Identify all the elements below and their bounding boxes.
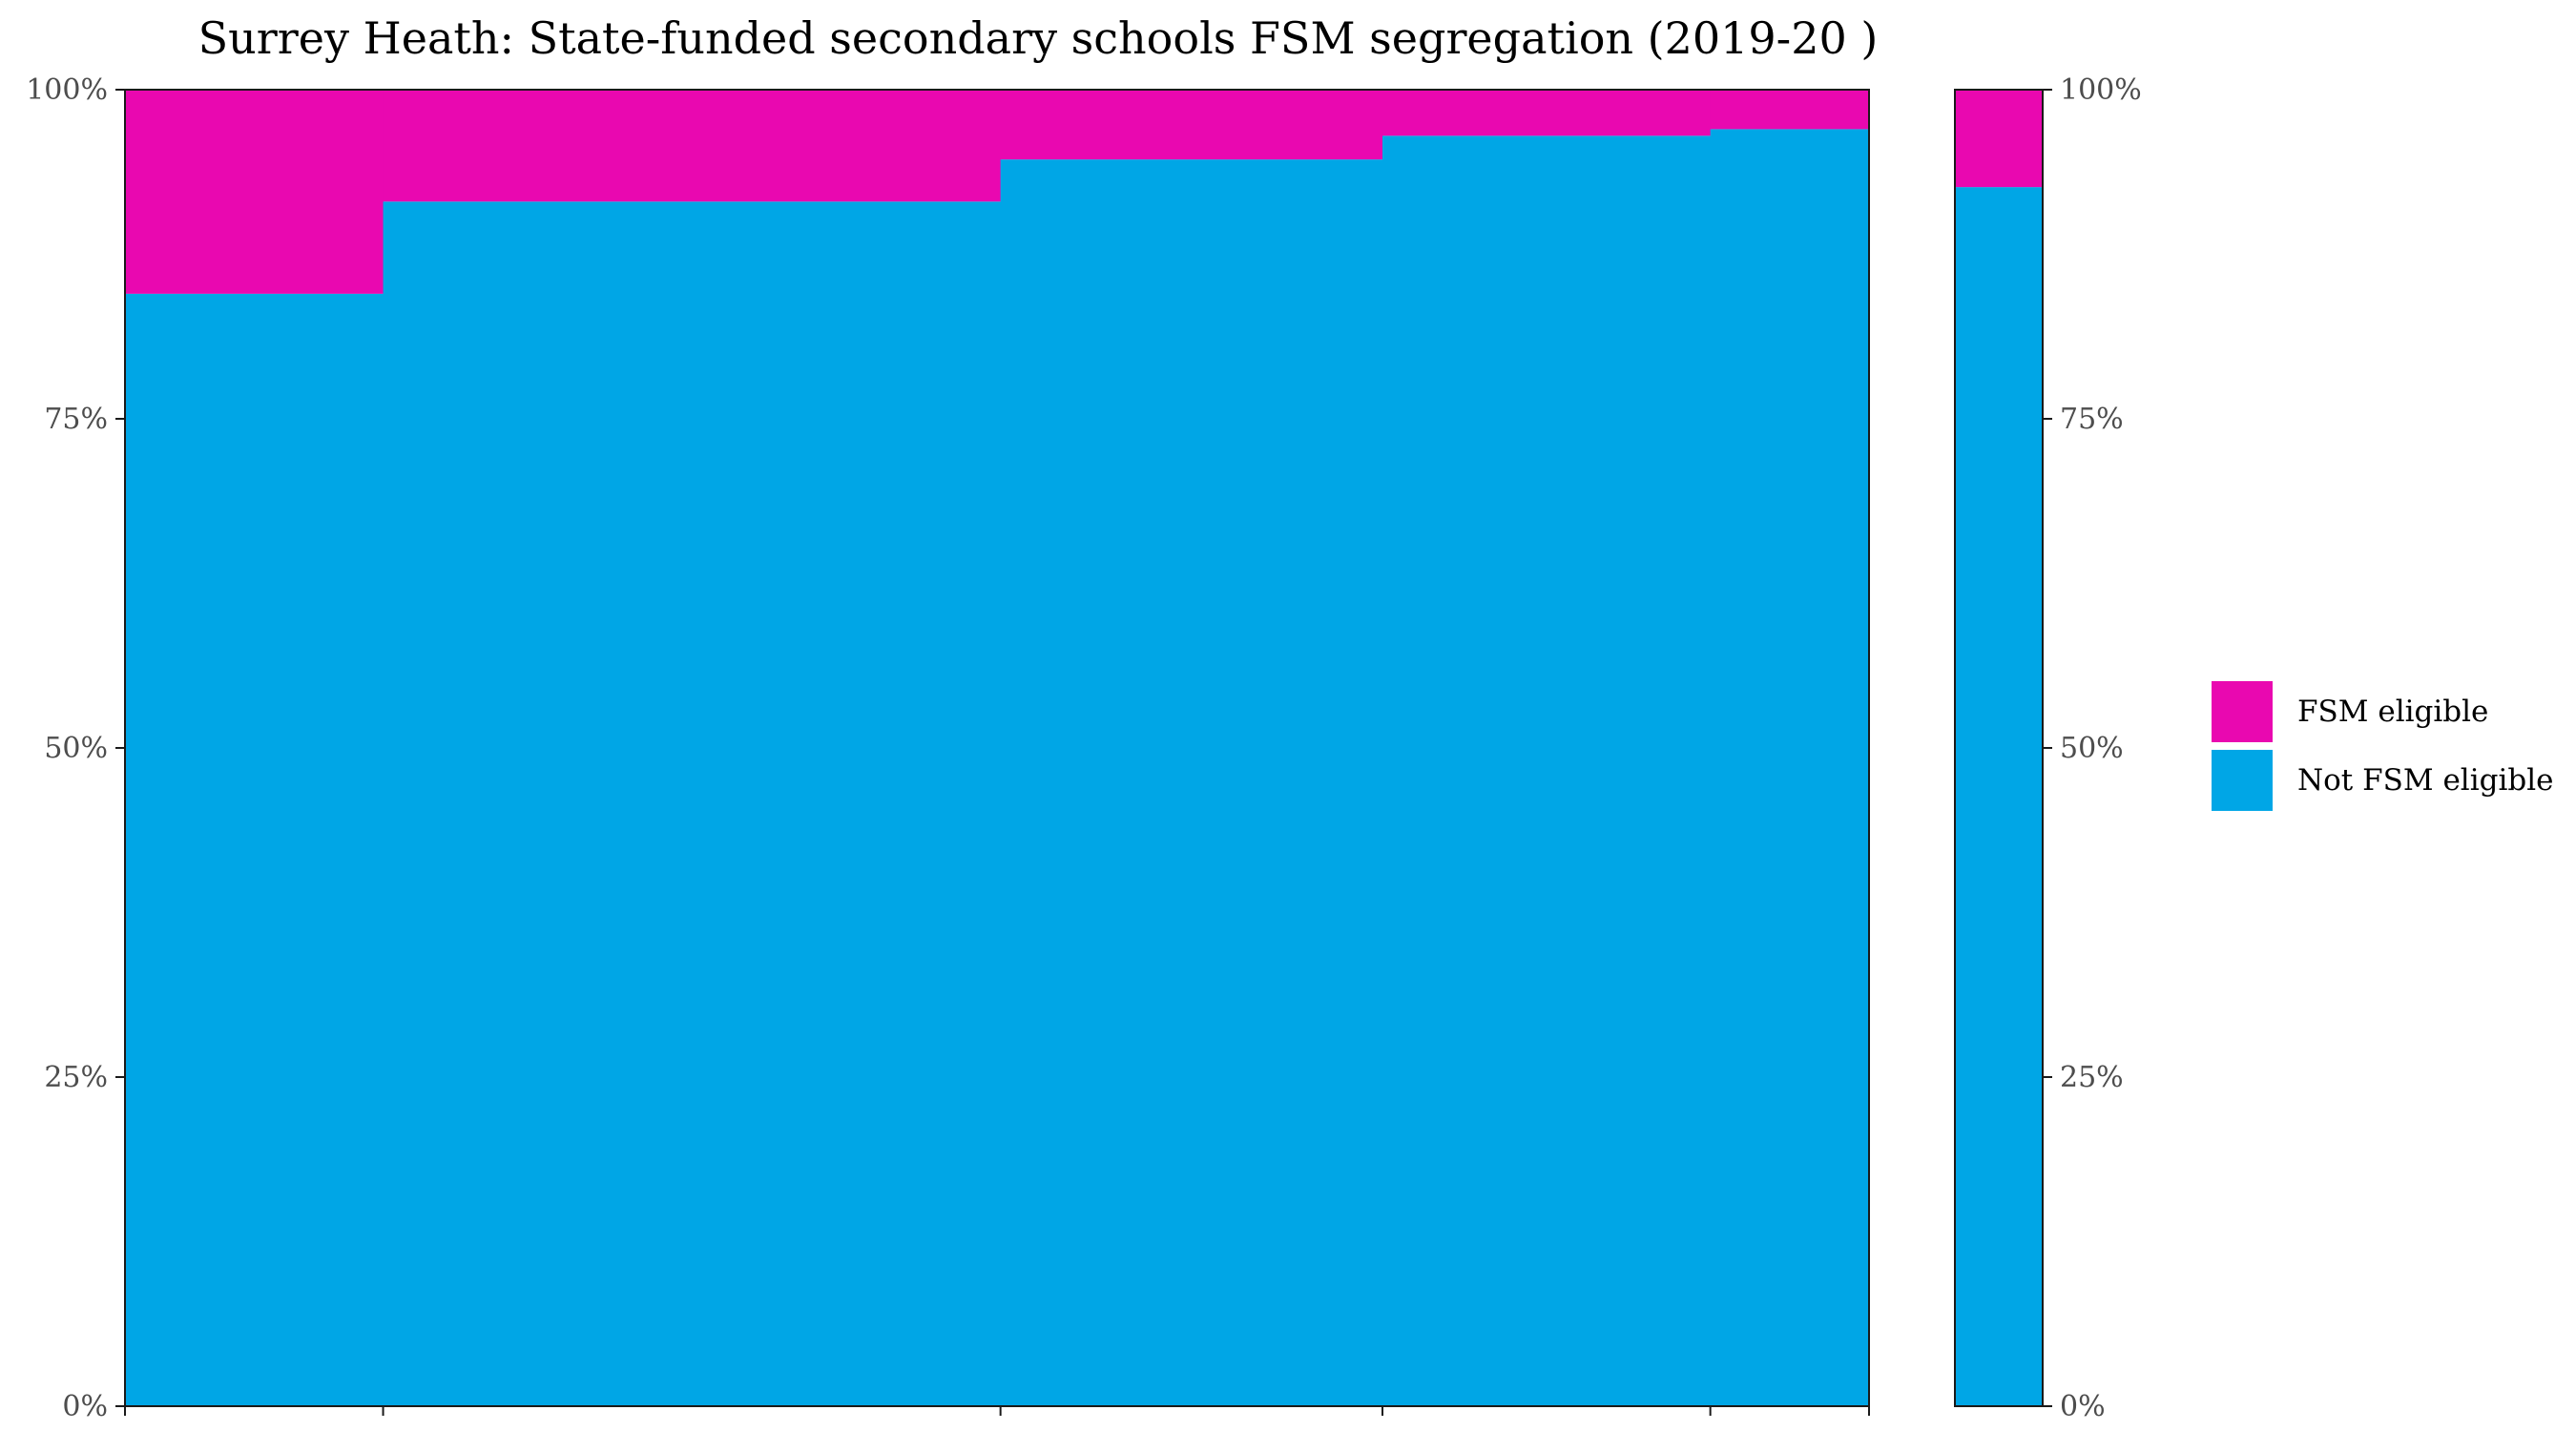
bar-not-fsm-school-2	[383, 201, 1002, 1406]
y-tick-label-right-75: 75%	[2060, 403, 2124, 436]
bar-not-fsm-school-3	[1000, 159, 1383, 1406]
y-tick-label-left-75: 75%	[44, 403, 108, 436]
legend: FSM eligible Not FSM eligible	[2212, 681, 2553, 811]
y-tick-label-left-50: 50%	[44, 732, 108, 765]
bar-not-fsm-school-5	[1710, 129, 1870, 1406]
school-bars	[125, 90, 1870, 1406]
bar-not-fsm-school-1	[125, 293, 384, 1406]
legend-label-fsm-eligible: FSM eligible	[2297, 695, 2488, 729]
y-tick-label-right-50: 50%	[2060, 732, 2124, 765]
bar-fsm-school-3	[1000, 90, 1383, 160]
y-tick-label-left-100: 100%	[26, 73, 108, 107]
legend-key-not-fsm-eligible	[2212, 750, 2273, 811]
bar-fsm-school-5	[1710, 90, 1870, 130]
y-tick-label-left-25: 25%	[44, 1061, 108, 1094]
bar-fsm-overall	[1955, 90, 2043, 188]
bar-fsm-school-4	[1381, 90, 1712, 136]
legend-label-not-fsm-eligible: Not FSM eligible	[2297, 763, 2553, 798]
y-tick-label-right-0: 0%	[2060, 1390, 2106, 1423]
right-axis: 0% 25% 50% 75% 100%	[2043, 73, 2142, 1423]
x-axis-ticks	[124, 1406, 1870, 1416]
bar-not-fsm-overall	[1955, 187, 2043, 1406]
y-tick-label-right-100: 100%	[2060, 73, 2142, 107]
y-tick-label-right-25: 25%	[2060, 1061, 2124, 1094]
bar-fsm-school-2	[383, 90, 1002, 202]
left-axis: 0% 25% 50% 75% 100%	[26, 73, 125, 1423]
bar-not-fsm-school-4	[1381, 135, 1712, 1406]
legend-key-fsm-eligible	[2212, 681, 2273, 742]
y-tick-label-left-0: 0%	[62, 1390, 108, 1423]
overall-bar	[1955, 90, 2043, 1406]
bar-fsm-school-1	[125, 90, 384, 294]
chart-title: Surrey Heath: State-funded secondary sch…	[198, 12, 1879, 64]
